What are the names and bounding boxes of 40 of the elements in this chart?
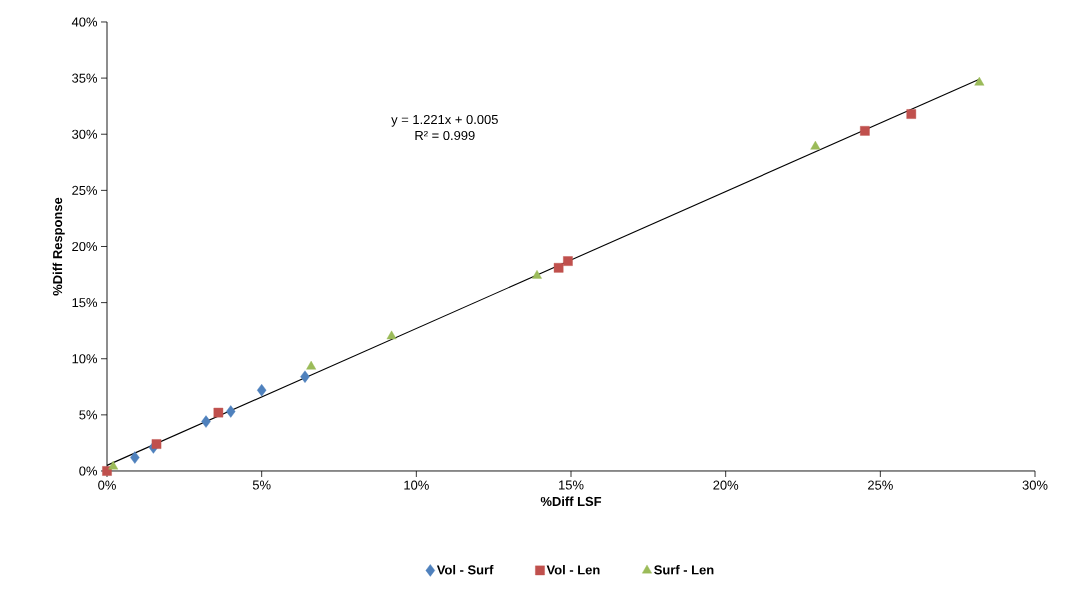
x-axis-title: %Diff LSF [540,496,602,507]
x-tick-label: 25% [868,480,893,490]
legend-label: Vol - Surf [436,564,494,575]
legend-label: Vol - Len [546,564,600,575]
y-tick-label: 15% [72,298,98,308]
point [306,360,317,370]
point [108,460,119,470]
point [810,140,821,150]
point [300,370,310,383]
y-tick-label: 20% [72,241,98,252]
point [213,407,224,418]
y-tick-label: 35% [72,73,98,83]
point [974,76,985,86]
x-tick-label: 30% [1022,480,1048,490]
x-tick-label: 15% [559,480,584,490]
x-tick-label: 20% [713,480,739,490]
y-axis-title: %Diff Response [52,197,65,296]
legend-label: Surf - Len [654,564,714,575]
point [201,415,211,428]
y-tick-label: 40% [71,17,98,27]
x-tick-label: 0% [98,480,116,490]
point [860,126,870,136]
x-tick-label: 5% [252,480,271,490]
point [226,405,236,418]
point [257,383,267,397]
point [130,451,140,464]
point [532,269,542,279]
y-tick-label: 10% [72,354,98,364]
point [151,439,162,449]
y-tick-label: 30% [72,129,98,139]
annotation: y = 1.221x + 0.005 [391,114,498,127]
annotation: R² = 0.999 [415,130,475,141]
y-tick-label: 5% [79,410,98,420]
point [906,109,917,119]
y-tick-label: 0% [79,466,98,476]
point [553,263,564,273]
point [386,330,397,340]
y-tick-label: 25% [72,185,98,195]
x-tick-label: 10% [404,480,429,490]
point [563,256,573,266]
